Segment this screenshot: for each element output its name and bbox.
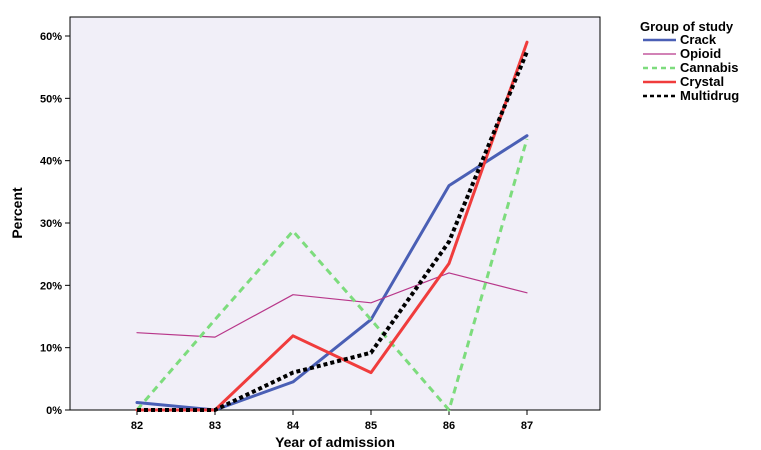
legend-item-cannabis: Cannabis [643,60,739,75]
x-tick-label: 82 [131,420,143,432]
legend-item-crystal: Crystal [643,74,724,89]
series-lines [135,40,529,412]
legend: Group of study CrackOpioidCannabisCrysta… [640,19,739,103]
plot-area [69,16,601,411]
y-tick-label: 60% [40,31,62,43]
y-tick-label: 30% [40,218,62,230]
x-tick-label: 85 [365,420,377,432]
legend-title: Group of study [640,19,734,34]
x-tick-label: 84 [287,420,300,432]
y-axis: 0% 10% 20% 30% 40% 50% 60% [40,31,70,417]
x-axis-title: Year of admission [275,434,395,450]
legend-label: Opioid [680,46,721,61]
y-tick-label: 50% [40,93,62,105]
y-tick-label: 40% [40,156,62,168]
legend-label: Crystal [680,74,724,89]
y-tick-label: 20% [40,280,62,292]
legend-item-multidrug: Multidrug [643,88,739,103]
x-tick-label: 86 [443,420,455,432]
y-tick-label: 0% [46,405,62,417]
y-tick-label: 10% [40,343,62,355]
legend-label: Cannabis [680,60,739,75]
series-line-cannabis [135,138,529,412]
legend-label: Crack [680,32,717,47]
x-tick-label: 87 [521,420,533,432]
x-tick-label: 83 [209,420,221,432]
legend-item-crack: Crack [643,32,717,47]
legend-item-opioid: Opioid [643,46,721,61]
x-axis: 82 83 84 85 86 87 [131,410,533,432]
series-line-multidrug [137,50,529,412]
legend-label: Multidrug [680,88,739,103]
y-axis-title: Percent [9,187,25,239]
